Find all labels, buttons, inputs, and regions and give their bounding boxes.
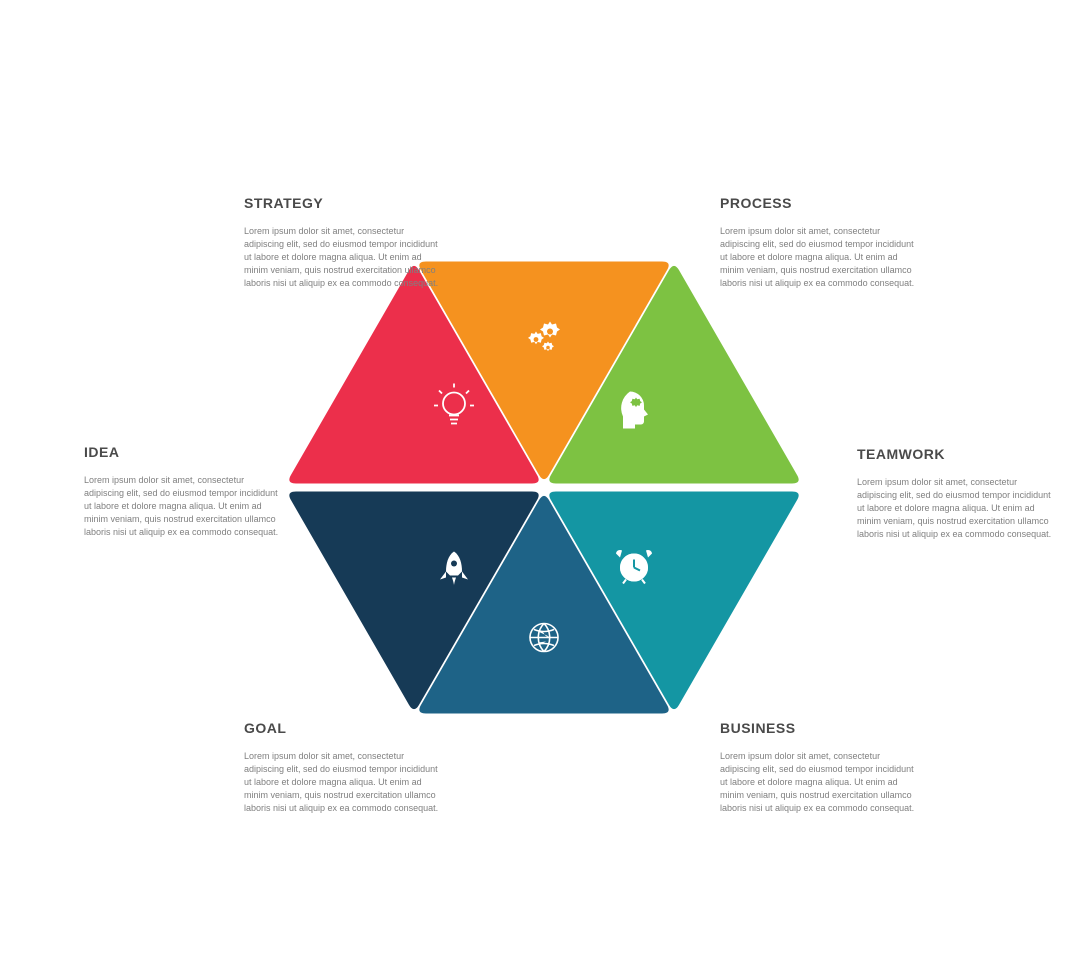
segment-body: Lorem ipsum dolor sit amet, consectetur … [720,225,920,290]
segment-business: BUSINESS Lorem ipsum dolor sit amet, con… [720,720,920,815]
segment-title: TEAMWORK [857,446,1057,462]
segment-idea: IDEA Lorem ipsum dolor sit amet, consect… [84,444,284,539]
segment-body: Lorem ipsum dolor sit amet, consectetur … [720,750,920,815]
segment-title: GOAL [244,720,444,736]
segment-body: Lorem ipsum dolor sit amet, consectetur … [857,476,1057,541]
segment-body: Lorem ipsum dolor sit amet, consectetur … [244,750,444,815]
segment-process: PROCESS Lorem ipsum dolor sit amet, cons… [720,195,920,290]
segment-body: Lorem ipsum dolor sit amet, consectetur … [244,225,444,290]
segment-title: PROCESS [720,195,920,211]
segment-strategy: STRATEGY Lorem ipsum dolor sit amet, con… [244,195,444,290]
segment-body: Lorem ipsum dolor sit amet, consectetur … [84,474,284,539]
segment-title: IDEA [84,444,284,460]
segment-title: STRATEGY [244,195,444,211]
infographic-canvas: STRATEGY Lorem ipsum dolor sit amet, con… [0,0,1089,980]
segment-goal: GOAL Lorem ipsum dolor sit amet, consect… [244,720,444,815]
segment-title: BUSINESS [720,720,920,736]
segment-teamwork: TEAMWORK Lorem ipsum dolor sit amet, con… [857,446,1057,541]
hexagon-diagram [264,238,824,743]
